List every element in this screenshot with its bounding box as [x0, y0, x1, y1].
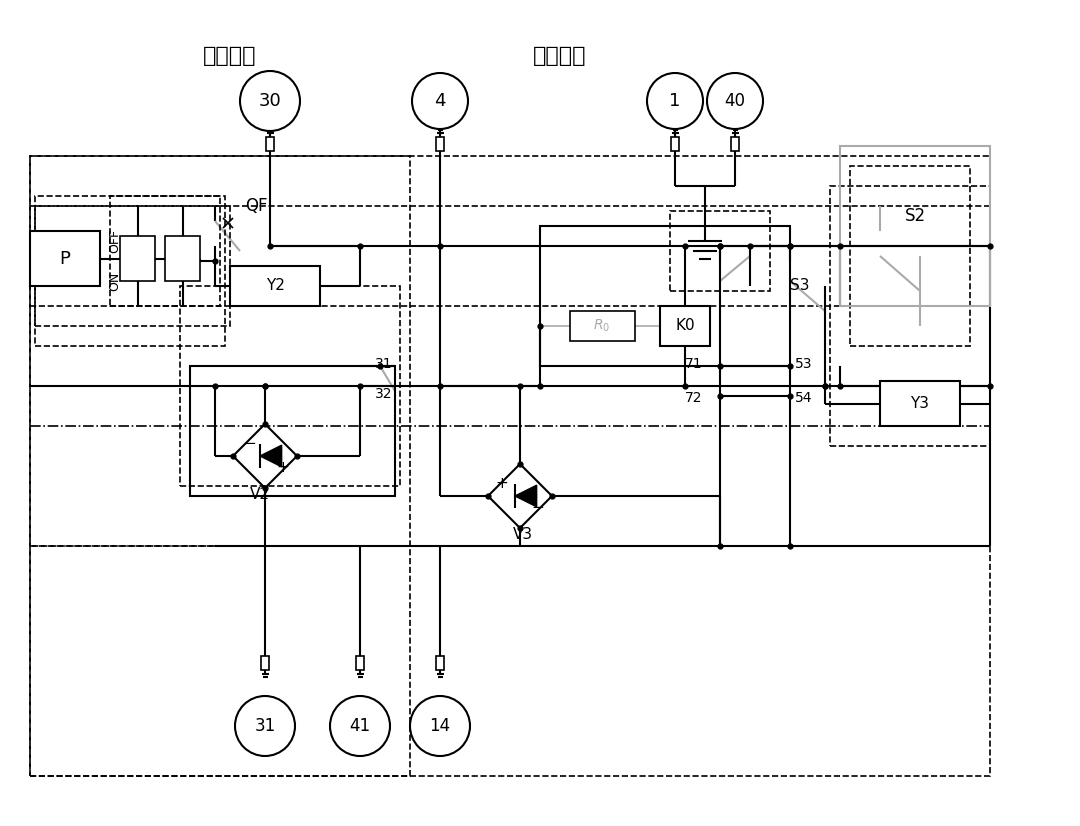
- Text: 71: 71: [685, 357, 703, 371]
- Circle shape: [707, 73, 762, 129]
- Bar: [30, 156, 410, 776]
- Polygon shape: [260, 445, 282, 467]
- Bar: [850, 166, 970, 346]
- Bar: [831, 186, 990, 446]
- Text: S2: S2: [904, 207, 926, 225]
- Circle shape: [410, 696, 470, 756]
- Bar: [840, 146, 990, 306]
- Bar: [266, 137, 274, 151]
- Circle shape: [330, 696, 390, 756]
- Text: $R_0$: $R_0$: [593, 318, 610, 335]
- Text: Y2: Y2: [266, 278, 284, 293]
- Text: 1: 1: [670, 92, 680, 110]
- Bar: [180, 286, 400, 486]
- Text: 53: 53: [795, 357, 812, 371]
- Bar: [436, 656, 444, 670]
- Text: 40: 40: [725, 92, 745, 110]
- Bar: [880, 381, 960, 426]
- Text: 4: 4: [434, 92, 446, 110]
- Text: 54: 54: [795, 391, 812, 405]
- Bar: [670, 211, 770, 291]
- Text: K0: K0: [675, 319, 694, 334]
- Text: QF: QF: [245, 197, 268, 215]
- Polygon shape: [515, 485, 537, 507]
- Bar: [540, 226, 789, 366]
- Text: ON: ON: [108, 272, 121, 291]
- Text: S3: S3: [789, 278, 810, 293]
- Bar: [356, 656, 364, 670]
- Text: 14: 14: [430, 717, 450, 735]
- Text: V3: V3: [513, 528, 534, 543]
- Text: Y3: Y3: [910, 396, 930, 411]
- Text: 31: 31: [375, 357, 393, 371]
- Text: 31: 31: [255, 717, 275, 735]
- Bar: [261, 656, 269, 670]
- Bar: [731, 137, 739, 151]
- Text: 32: 32: [375, 387, 392, 401]
- Circle shape: [647, 73, 703, 129]
- Text: −: −: [531, 501, 544, 515]
- Text: P: P: [59, 250, 70, 268]
- Circle shape: [411, 73, 468, 129]
- Bar: [660, 306, 710, 346]
- Text: 合闸回路: 合闸回路: [534, 46, 586, 66]
- Bar: [35, 196, 225, 346]
- Bar: [570, 311, 635, 341]
- Text: V2: V2: [249, 487, 270, 502]
- Text: 30: 30: [258, 92, 282, 110]
- Circle shape: [235, 696, 295, 756]
- Circle shape: [240, 71, 300, 131]
- Bar: [436, 137, 444, 151]
- Bar: [30, 231, 100, 286]
- Bar: [120, 236, 156, 281]
- Bar: [165, 236, 200, 281]
- Text: 72: 72: [685, 391, 702, 405]
- Text: +: +: [276, 461, 289, 476]
- Text: 分闸回路: 分闸回路: [203, 46, 257, 66]
- Bar: [30, 156, 990, 776]
- Text: 41: 41: [350, 717, 370, 735]
- Bar: [35, 206, 230, 326]
- Bar: [671, 137, 679, 151]
- Bar: [190, 366, 395, 496]
- Bar: [110, 196, 220, 306]
- Text: OFF: OFF: [108, 229, 121, 253]
- Bar: [230, 266, 320, 306]
- Text: +: +: [496, 477, 509, 491]
- Text: −: −: [244, 436, 256, 452]
